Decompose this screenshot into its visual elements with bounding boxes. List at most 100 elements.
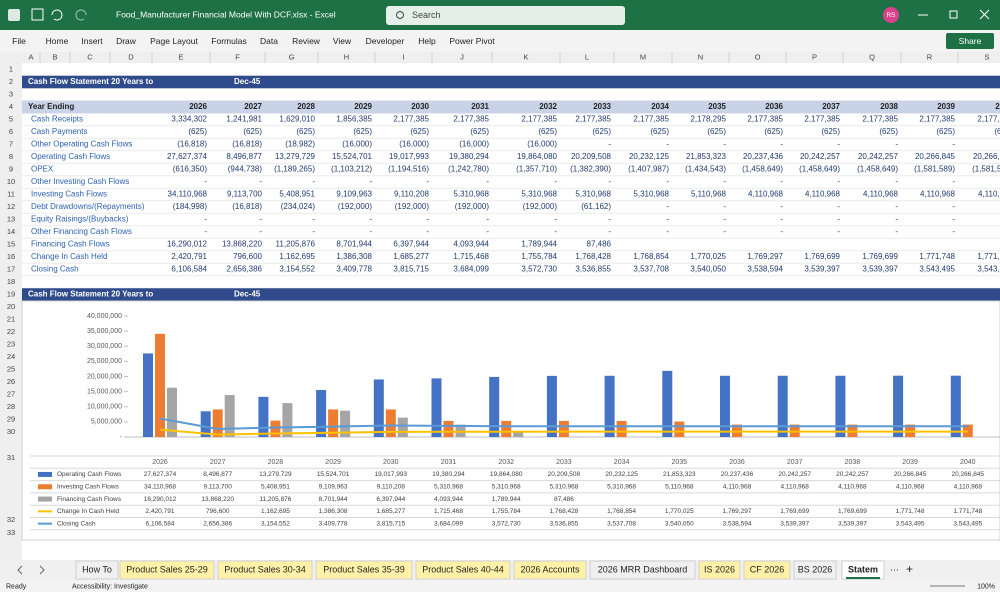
cell-value[interactable]: (1,581,589) bbox=[972, 165, 1000, 174]
cell-value[interactable]: (944,738) bbox=[228, 165, 263, 174]
cell-value[interactable]: (625) bbox=[243, 127, 262, 136]
cell-value[interactable]: - bbox=[895, 202, 898, 211]
cell-value[interactable]: 4,110,968 bbox=[805, 190, 841, 199]
cell-value[interactable]: 11,205,876 bbox=[276, 240, 316, 249]
cell-value[interactable]: - bbox=[259, 227, 262, 236]
cell-value[interactable]: (625) bbox=[410, 127, 429, 136]
cell-value[interactable]: 19,017,993 bbox=[389, 152, 430, 161]
cell-value[interactable]: 20,266,845 bbox=[973, 152, 1000, 161]
cell-value[interactable]: - bbox=[837, 215, 840, 224]
cell-value[interactable]: (1,357,710) bbox=[516, 165, 557, 174]
cell-value[interactable]: 3,539,397 bbox=[862, 265, 898, 274]
cell-value[interactable]: - bbox=[369, 177, 372, 186]
search-box[interactable] bbox=[386, 6, 625, 25]
cell-value[interactable]: 3,684,099 bbox=[453, 265, 489, 274]
ribbon-tab[interactable]: Formulas bbox=[211, 36, 246, 46]
cell-value[interactable]: 4,110,968 bbox=[920, 190, 956, 199]
cell-value[interactable]: 1,771,748 bbox=[977, 252, 1000, 261]
cell-value[interactable]: (625) bbox=[821, 127, 840, 136]
cell-value[interactable]: 2,420,791 bbox=[171, 252, 207, 261]
cell-value[interactable]: - bbox=[554, 227, 557, 236]
cell-value[interactable]: 5,310,968 bbox=[521, 190, 557, 199]
cell-value[interactable]: 19,864,080 bbox=[517, 152, 558, 161]
cell-value[interactable]: (625) bbox=[879, 127, 898, 136]
ribbon-tab[interactable]: Insert bbox=[81, 36, 103, 46]
cell-value[interactable]: (1,434,543) bbox=[685, 165, 726, 174]
cell-value[interactable]: (18,982) bbox=[285, 140, 315, 149]
cell-value[interactable]: 87,486 bbox=[587, 240, 612, 249]
sheet-tab[interactable] bbox=[698, 560, 741, 580]
cell-value[interactable]: - bbox=[723, 202, 726, 211]
cell-value[interactable]: - bbox=[780, 177, 783, 186]
cell-value[interactable]: 1,768,428 bbox=[575, 252, 611, 261]
cell-value[interactable]: 5,110,968 bbox=[691, 190, 727, 199]
cell-value[interactable]: (16,000) bbox=[527, 140, 557, 149]
ribbon-tab[interactable]: Page Layout bbox=[150, 36, 198, 46]
cell-value[interactable]: - bbox=[895, 177, 898, 186]
cell-value[interactable]: 20,242,257 bbox=[800, 152, 841, 161]
cell-value[interactable]: (1,458,649) bbox=[857, 165, 898, 174]
cell-value[interactable]: - bbox=[723, 140, 726, 149]
sheet-tab[interactable] bbox=[513, 560, 587, 580]
cell-value[interactable]: - bbox=[952, 215, 955, 224]
sheet-tab[interactable] bbox=[119, 560, 215, 580]
cell-value[interactable]: (1,382,390) bbox=[570, 165, 611, 174]
cell-value[interactable]: 9,109,963 bbox=[336, 190, 372, 199]
cell-value[interactable]: 13,279,729 bbox=[275, 152, 316, 161]
cell-value[interactable]: 4,093,944 bbox=[453, 240, 489, 249]
cell-value[interactable]: (1,194,516) bbox=[388, 165, 429, 174]
cell-value[interactable]: - bbox=[666, 227, 669, 236]
cell-value[interactable]: (616,350) bbox=[173, 165, 208, 174]
cell-value[interactable]: 16,290,012 bbox=[167, 240, 208, 249]
cell-value[interactable]: - bbox=[608, 227, 611, 236]
sheet-tab-label[interactable]: Statem bbox=[848, 564, 878, 574]
sheet-tab[interactable] bbox=[415, 560, 511, 580]
cell-value[interactable]: 13,868,220 bbox=[222, 240, 263, 249]
cell-value[interactable]: - bbox=[259, 177, 262, 186]
sheet-tab-label[interactable]: Product Sales 35-39 bbox=[323, 564, 405, 574]
sheet-tab-label[interactable]: Product Sales 30-34 bbox=[224, 564, 306, 574]
cell-value[interactable]: - bbox=[780, 227, 783, 236]
cell-value[interactable]: - bbox=[369, 215, 372, 224]
cell-value[interactable]: 3,543,495 bbox=[977, 265, 1000, 274]
cell-value[interactable]: - bbox=[608, 140, 611, 149]
cell-value[interactable]: 4,110,968 bbox=[748, 190, 784, 199]
cell-value[interactable]: - bbox=[952, 227, 955, 236]
cell-value[interactable]: 3,538,594 bbox=[747, 265, 783, 274]
cell-value[interactable]: 2,177,385 bbox=[393, 115, 429, 124]
cell-value[interactable]: (625) bbox=[353, 127, 372, 136]
ribbon-tab[interactable]: Draw bbox=[116, 36, 137, 46]
save-icon[interactable] bbox=[31, 8, 44, 21]
cell-value[interactable]: 6,106,584 bbox=[171, 265, 207, 274]
cell-value[interactable]: 1,770,025 bbox=[690, 252, 726, 261]
cell-value[interactable]: - bbox=[895, 215, 898, 224]
cell-value[interactable]: - bbox=[723, 177, 726, 186]
cell-value[interactable]: - bbox=[837, 202, 840, 211]
cell-value[interactable]: (192,000) bbox=[523, 202, 558, 211]
user-avatar[interactable] bbox=[883, 7, 899, 23]
cell-value[interactable]: (184,998) bbox=[173, 202, 208, 211]
sheet-tab[interactable] bbox=[75, 560, 119, 580]
cell-value[interactable]: - bbox=[426, 227, 429, 236]
cell-value[interactable]: 2,177,385 bbox=[977, 115, 1000, 124]
cell-value[interactable]: - bbox=[952, 202, 955, 211]
sheet-tab[interactable] bbox=[589, 560, 696, 580]
cell-value[interactable]: 20,209,508 bbox=[571, 152, 612, 161]
cell-value[interactable]: 5,310,968 bbox=[453, 190, 489, 199]
cell-value[interactable]: 1,789,944 bbox=[521, 240, 557, 249]
tab-scroll-arrows[interactable] bbox=[17, 565, 45, 575]
cell-value[interactable]: 3,154,552 bbox=[279, 265, 315, 274]
cell-value[interactable]: 796,600 bbox=[233, 252, 262, 261]
cell-value[interactable]: 2,177,385 bbox=[804, 115, 840, 124]
cell-value[interactable]: (1,407,987) bbox=[628, 165, 669, 174]
cell-value[interactable]: 1,769,699 bbox=[804, 252, 840, 261]
cell-value[interactable]: (1,189,265) bbox=[274, 165, 315, 174]
cell-value[interactable]: - bbox=[780, 140, 783, 149]
sheet-tab[interactable] bbox=[743, 560, 791, 580]
ribbon-tab[interactable]: View bbox=[333, 36, 352, 46]
cell-value[interactable]: 1,856,385 bbox=[336, 115, 372, 124]
close-button[interactable] bbox=[979, 9, 990, 20]
cell-value[interactable]: 3,334,302 bbox=[171, 115, 207, 124]
add-sheet[interactable]: + bbox=[906, 562, 913, 576]
sheet-tab-label[interactable]: Product Sales 25-29 bbox=[126, 564, 208, 574]
